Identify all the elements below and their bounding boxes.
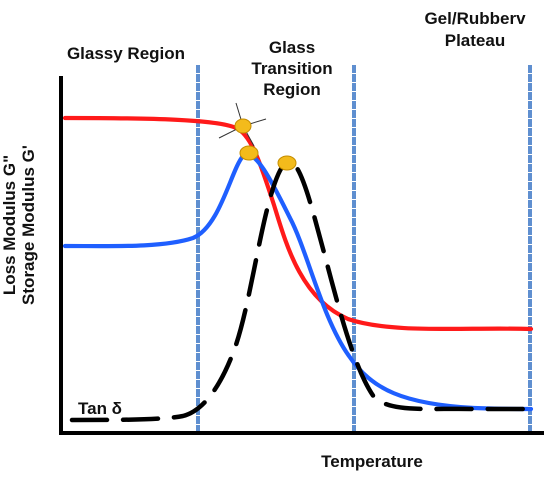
region-label-1: Glassy Region xyxy=(67,44,185,63)
axes-layer xyxy=(59,76,544,435)
markers-layer xyxy=(218,102,297,171)
storage-modulus-axis-label: Storage Modulus G' xyxy=(19,145,38,305)
region-label-line: Glassy Region xyxy=(67,44,185,63)
region-label-line: Region xyxy=(263,80,321,99)
storage-curve xyxy=(62,115,534,332)
tan-curve xyxy=(69,159,534,423)
loss-modulus-axis-label: Loss Modulus G" xyxy=(0,155,19,295)
tan-delta-peak-marker xyxy=(277,155,297,171)
region-label-line: Gel/Rubberv xyxy=(424,9,526,28)
region-label-line: Plateau xyxy=(445,31,505,50)
tan-delta-label: Tan δ xyxy=(78,399,122,418)
loss-curve xyxy=(62,152,534,412)
storage-onset-marker xyxy=(234,118,252,134)
dividers-layer xyxy=(196,65,532,435)
loss-peak-marker xyxy=(239,145,259,161)
region-label-3: Gel/Rubberv Plateau xyxy=(424,9,526,50)
labels-layer: Glassy Region Glass Transition Region Gel/Ru… xyxy=(0,9,526,471)
x-axis-label: Temperature xyxy=(321,452,423,471)
region-label-line: Transition xyxy=(251,59,332,78)
region-label-2: Glass Transition Region xyxy=(251,38,332,99)
curves-layer xyxy=(62,115,534,423)
region-label-line: Glass xyxy=(269,38,315,57)
